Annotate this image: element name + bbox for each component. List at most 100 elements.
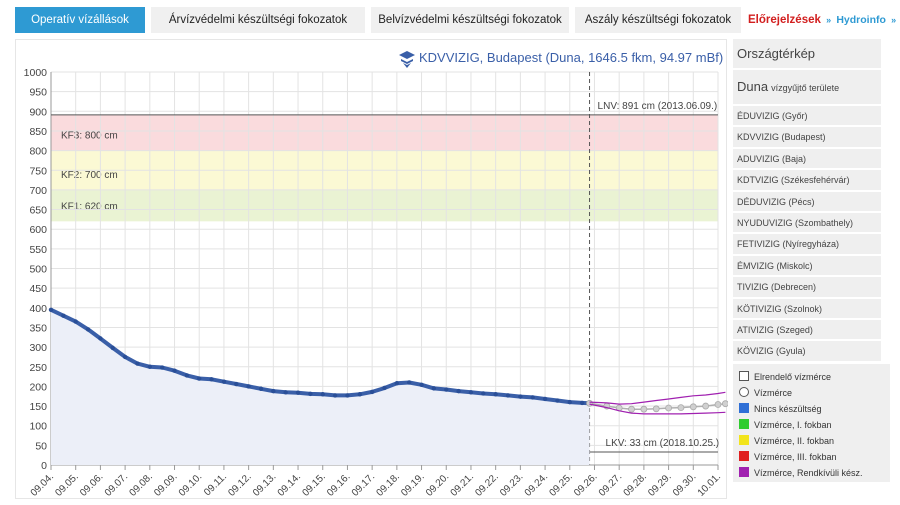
tab-aszaly-fokozatok[interactable]: Aszály készültségi fokozatok xyxy=(575,7,741,33)
y-tick-label: 500 xyxy=(29,264,47,276)
observed-point xyxy=(431,386,437,391)
legend-item: Elrendelő vízmérce xyxy=(739,369,890,385)
observed-point xyxy=(159,365,165,370)
observed-point xyxy=(468,390,474,395)
alert-band xyxy=(51,189,718,222)
observed-point xyxy=(295,390,301,395)
alert-band xyxy=(51,114,718,151)
sidebar-item-kovizig[interactable]: KÖVIZIG (Gyula) xyxy=(733,341,881,363)
sidebar-item-aduvizig[interactable]: ADUVIZIG (Baja) xyxy=(733,148,881,171)
observed-point xyxy=(209,377,214,382)
observed-point xyxy=(332,393,338,398)
x-tick-label: 09.15. xyxy=(300,471,327,498)
observed-point xyxy=(518,394,523,399)
y-tick-label: 0 xyxy=(41,460,47,472)
y-tick-label: 200 xyxy=(29,381,47,393)
tab-belvizvedelmi-fokozatok[interactable]: Belvízvédelmi készültségi fokozatok xyxy=(371,7,569,33)
tab-operativ-vizallasok[interactable]: Operatív vízállások xyxy=(15,7,145,33)
observed-point xyxy=(221,379,227,384)
y-tick-label: 800 xyxy=(29,146,47,158)
band-label: KF1: 620 cm xyxy=(61,201,118,212)
observed-point xyxy=(61,313,66,318)
y-tick-label: 450 xyxy=(29,283,47,295)
sidebar-item-fetivizig[interactable]: FETIVIZIG (Nyíregyháza) xyxy=(733,234,881,256)
square-outline-icon xyxy=(739,371,749,381)
observed-point xyxy=(85,327,91,332)
y-tick-label: 650 xyxy=(29,205,47,217)
y-tick-label: 1000 xyxy=(24,67,48,79)
x-tick-label: 09.30. xyxy=(671,471,698,498)
forecast-point xyxy=(677,404,685,412)
sidebar-item-ativizig[interactable]: ATIVIZIG (Szeged) xyxy=(733,319,881,342)
y-tick-label: 550 xyxy=(29,244,47,256)
observed-point xyxy=(369,389,375,395)
forecast-point xyxy=(689,403,697,411)
hydroinfo-link[interactable]: Hydroinfo xyxy=(836,14,886,26)
x-tick-label: 09.28. xyxy=(622,471,649,498)
sidebar-item-emvizig[interactable]: ÉMVIZIG (Miskolc) xyxy=(733,255,881,278)
sidebar-item-deduvizig[interactable]: DÉDUVIZIG (Pécs) xyxy=(733,191,881,213)
purple-square-icon xyxy=(739,467,749,477)
x-tick-label: 09.25. xyxy=(547,471,574,498)
observed-point xyxy=(234,381,239,387)
chart-title: KDVVIZIG, Budapest (Duna, 1646.5 fkm, 94… xyxy=(419,50,723,65)
observed-point xyxy=(456,388,461,394)
observed-area xyxy=(51,309,590,465)
elorejelzesek-link[interactable]: Előrejelzések xyxy=(748,14,821,26)
y-tick-label: 850 xyxy=(29,126,47,138)
forecast-point xyxy=(702,402,710,410)
x-tick-label: 09.08. xyxy=(127,471,154,498)
y-tick-label: 150 xyxy=(29,401,47,413)
sidebar-item-kdvvizig[interactable]: KDVVIZIG (Budapest) xyxy=(733,127,881,149)
lnv-label: LNV: 891 cm (2013.06.09.) xyxy=(598,101,718,112)
observed-point xyxy=(172,368,177,373)
sidebar-item-kotivizig[interactable]: KÖTIVIZIG (Szolnok) xyxy=(733,298,881,320)
forecast-point xyxy=(652,405,660,413)
band-label: KF2: 700 cm xyxy=(61,170,118,181)
x-tick-label: 09.17. xyxy=(350,471,377,498)
orszagterkep-link[interactable]: Országtérkép xyxy=(733,39,881,70)
lkv-label: LKV: 33 cm (2018.10.25.) xyxy=(606,438,720,449)
lower-bound-line xyxy=(589,403,726,415)
sidebar-item-eduvizig[interactable]: ÉDUVIZIG (Győr) xyxy=(733,106,881,128)
forecast-point xyxy=(665,404,672,412)
legend-item: Vízmérce, Rendkívüli kész. xyxy=(739,465,890,481)
legend-label: Vízmérce, I. fokban xyxy=(754,420,832,430)
legend-item: Vízmérce, II. fokban xyxy=(739,433,890,449)
x-tick-label: 09.20. xyxy=(424,471,451,498)
tab-arvizvedelmi-fokozatok[interactable]: Árvízvédelmi készültségi fokozatok xyxy=(151,7,365,33)
upper-bound-line xyxy=(589,391,726,405)
observed-point xyxy=(382,385,387,391)
y-tick-label: 900 xyxy=(29,106,47,118)
circle-outline-icon xyxy=(739,387,749,397)
y-tick-label: 250 xyxy=(29,362,47,374)
forecast-point xyxy=(628,405,635,413)
kdvvizig-logo-icon xyxy=(399,51,415,68)
band-label: KF3: 800 cm xyxy=(61,131,118,142)
forecast-point xyxy=(722,400,729,408)
sidebar-item-kdtvizig[interactable]: KDTVIZIG (Székesfehérvár) xyxy=(733,170,881,192)
observed-point xyxy=(542,396,548,402)
water-level-chart: KF1: 620 cm KF2: 700 cm KF3: 800 cm 0 50 100… xyxy=(24,50,729,499)
x-tick-label: 09.26. xyxy=(572,471,599,498)
sidebar-item-nyuduvizig[interactable]: NYUDUVIZIG (Szombathely) xyxy=(733,212,881,235)
x-tick-label: 09.04. xyxy=(29,471,56,498)
duna-vizgyujto-link[interactable]: Duna vízgyűjtő területe xyxy=(733,70,881,106)
y-tick-label: 300 xyxy=(29,342,47,354)
observed-point xyxy=(308,391,313,397)
region-sidebar: Országtérkép Duna vízgyűjtő területe ÉDUV… xyxy=(733,39,881,363)
x-tick-label: 09.23. xyxy=(498,471,525,498)
sidebar-item-tivizig[interactable]: TIVIZIG (Debrecen) xyxy=(733,277,881,299)
x-tick-label: 09.11. xyxy=(202,471,229,498)
observed-point xyxy=(345,393,350,398)
observed-point xyxy=(258,386,264,391)
observed-point xyxy=(444,387,449,392)
legend-label: Vízmérce xyxy=(754,388,793,398)
x-tick-label: 09.27. xyxy=(597,471,624,498)
forecast-point xyxy=(714,401,722,408)
x-tick-label: 09.29. xyxy=(646,471,673,498)
observed-point xyxy=(246,384,251,389)
arrows-icon-2: » xyxy=(891,15,897,25)
observed-point xyxy=(419,382,424,388)
y-tick-label: 350 xyxy=(29,322,47,334)
